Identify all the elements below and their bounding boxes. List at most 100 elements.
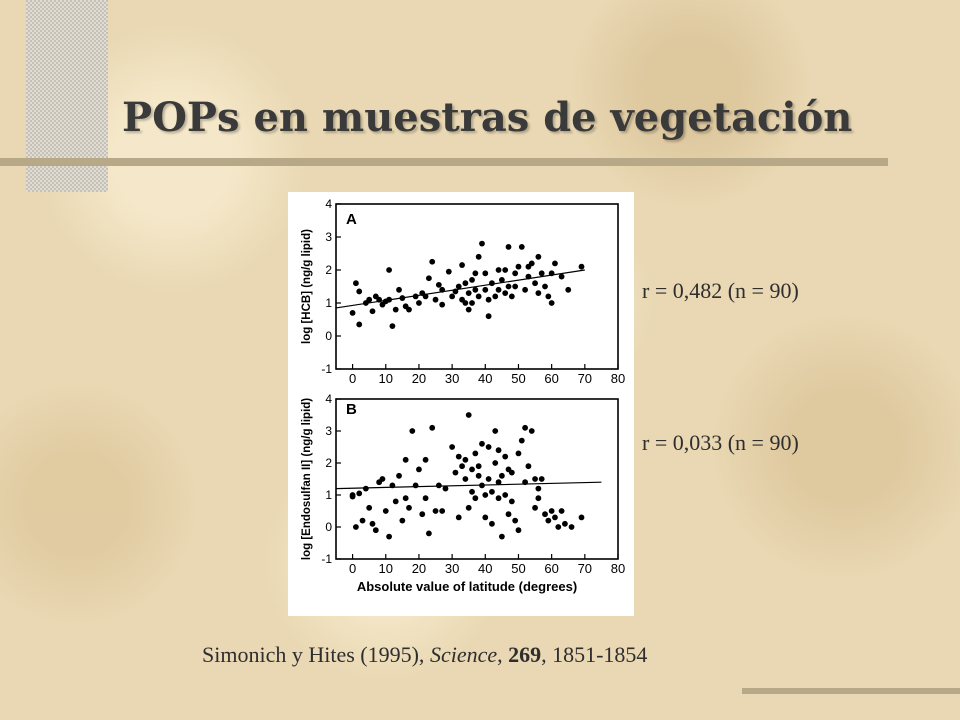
data-point-b: [386, 533, 392, 540]
data-point-b: [502, 492, 509, 498]
data-point-a: [525, 273, 532, 280]
data-point-b: [498, 533, 505, 540]
data-point-a: [356, 321, 363, 328]
data-point-a: [495, 286, 502, 293]
data-point-b: [538, 476, 545, 482]
data-point-b: [535, 485, 542, 492]
data-point-a: [512, 270, 519, 277]
data-point-a: [396, 286, 402, 293]
data-point-a: [522, 286, 529, 293]
x-axis-label-b: Absolute value of latitude (degrees): [357, 579, 577, 594]
data-point-b: [495, 447, 502, 454]
data-point-b: [369, 520, 376, 527]
data-point-b: [492, 428, 499, 434]
data-point-a: [472, 286, 479, 293]
x-tick-label-b: 70: [578, 561, 592, 576]
data-point-b: [508, 469, 515, 476]
data-point-a: [356, 288, 363, 295]
data-point-a: [548, 300, 555, 306]
bottom-rule: [742, 688, 960, 694]
y-tick-label-a: 4: [325, 197, 332, 211]
data-point-b: [558, 508, 565, 514]
data-point-a: [495, 267, 502, 273]
citation-journal: Science: [429, 642, 498, 667]
y-tick-label-b: 1: [325, 488, 332, 502]
data-point-b: [402, 495, 409, 502]
data-point-a: [498, 277, 505, 283]
data-point-b: [435, 482, 442, 489]
data-point-b: [455, 514, 462, 521]
data-point-b: [455, 453, 462, 460]
title-underline: [0, 158, 888, 166]
data-point-b: [515, 450, 522, 457]
data-point-a: [386, 296, 392, 303]
y-tick-label-a: 2: [325, 263, 332, 277]
data-point-b: [532, 504, 538, 511]
y-tick-label-b: -1: [321, 552, 332, 566]
data-point-a: [538, 270, 545, 277]
data-point-b: [429, 424, 436, 431]
data-point-b: [459, 463, 465, 470]
x-tick-label-b: 40: [478, 561, 492, 576]
data-point-a: [386, 267, 392, 273]
data-point-a: [505, 244, 512, 250]
x-tick-label-a: 40: [478, 371, 492, 386]
data-point-b: [528, 428, 535, 434]
y-tick-label-a: 0: [325, 329, 332, 343]
data-point-a: [449, 293, 456, 300]
data-point-a: [469, 277, 475, 283]
data-point-b: [362, 485, 369, 492]
data-point-a: [532, 280, 538, 287]
regression-line-a: [335, 269, 585, 309]
data-point-a: [462, 300, 469, 306]
slide-title: POPs en muestras de vegetación: [122, 94, 853, 141]
data-point-b: [522, 424, 529, 431]
data-point-a: [392, 306, 399, 313]
data-point-a: [542, 283, 548, 290]
data-point-a: [459, 262, 465, 268]
citation-separator: ,: [497, 642, 509, 667]
panel-b-frame: [335, 398, 619, 560]
data-point-b: [515, 527, 522, 534]
data-point-a: [422, 293, 429, 300]
data-point-a: [502, 290, 509, 296]
data-point-a: [435, 281, 442, 288]
data-point-a: [406, 306, 412, 313]
data-point-b: [439, 508, 446, 514]
data-point-b: [532, 476, 538, 482]
data-point-b: [412, 482, 419, 489]
y-tick-label-a: 1: [325, 296, 332, 310]
data-point-a: [518, 244, 525, 250]
x-tick-label-a: 50: [511, 371, 525, 386]
data-point-b: [465, 412, 472, 418]
data-point-a: [482, 286, 489, 293]
data-point-b: [372, 527, 379, 534]
x-tick-label-b: 10: [379, 561, 393, 576]
x-tick-label-b: 20: [412, 561, 426, 576]
data-point-a: [432, 296, 439, 303]
data-point-a: [475, 253, 482, 260]
data-point-b: [552, 514, 558, 521]
data-point-b: [475, 472, 482, 479]
data-point-a: [389, 323, 396, 329]
data-point-b: [382, 508, 389, 514]
data-point-b: [353, 524, 359, 530]
data-point-b: [366, 504, 373, 511]
data-point-b: [402, 456, 409, 463]
y-axis-label-a: log [HCB] (ng/g lipid): [301, 229, 313, 344]
data-point-a: [565, 286, 572, 293]
data-point-b: [505, 511, 512, 518]
data-point-b: [432, 508, 439, 514]
data-point-a: [425, 275, 432, 282]
data-point-a: [429, 258, 436, 265]
data-point-b: [479, 482, 485, 489]
y-axis-label-b: log [Endosulfan II] (ng/g lipid): [301, 398, 313, 560]
data-point-b: [568, 524, 575, 530]
data-point-b: [485, 476, 492, 482]
citation: Simonich y Hites (1995), Science, 269, 1…: [202, 642, 647, 668]
y-tick-label-a: -1: [321, 362, 332, 376]
